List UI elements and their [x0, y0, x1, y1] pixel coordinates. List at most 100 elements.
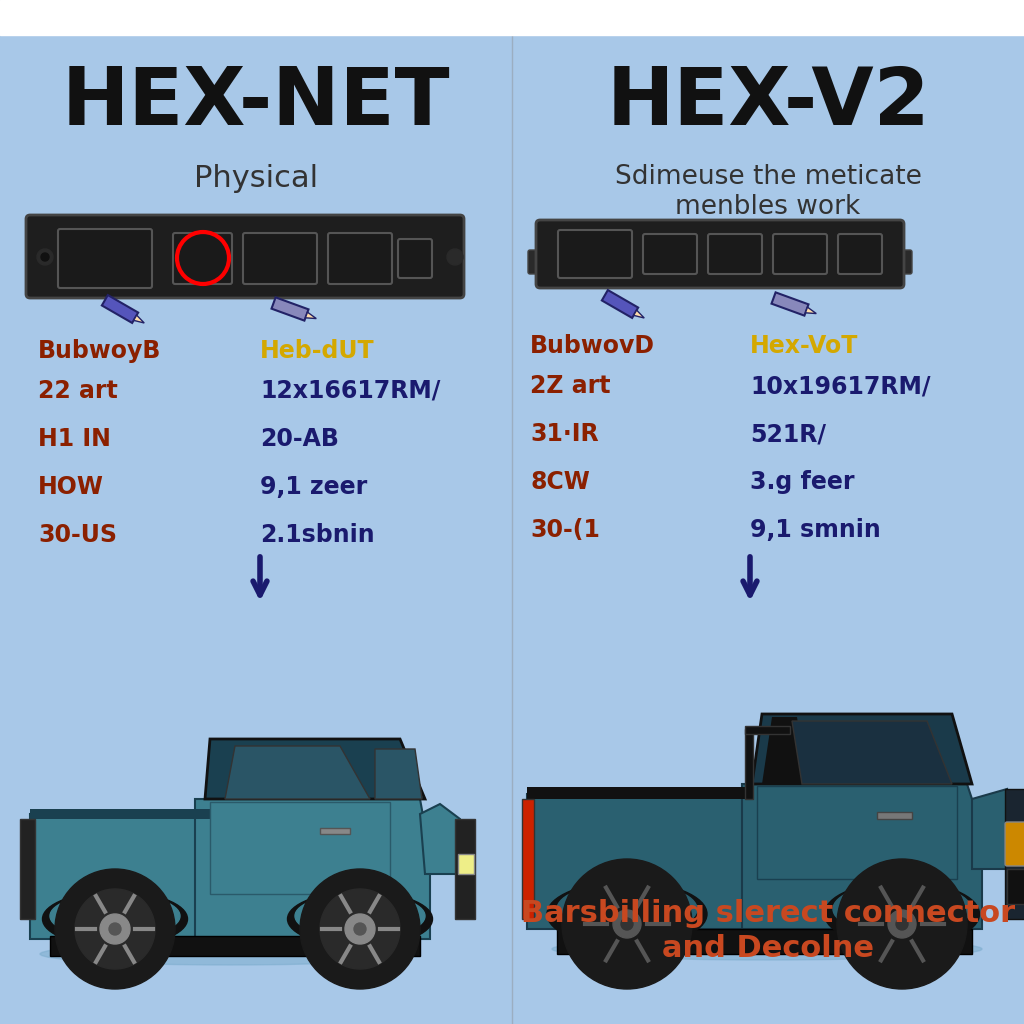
- Bar: [745, 726, 790, 734]
- Text: HEX-NET: HEX-NET: [61, 63, 451, 142]
- Polygon shape: [752, 714, 972, 784]
- Text: HOW: HOW: [38, 475, 103, 499]
- Ellipse shape: [43, 892, 187, 946]
- Polygon shape: [210, 802, 390, 894]
- Circle shape: [109, 923, 121, 935]
- Circle shape: [100, 914, 130, 944]
- Circle shape: [888, 910, 916, 938]
- Text: 30-US: 30-US: [38, 523, 117, 547]
- Text: menbles work: menbles work: [676, 194, 860, 220]
- Ellipse shape: [40, 943, 420, 965]
- Polygon shape: [375, 749, 422, 799]
- Ellipse shape: [288, 892, 432, 946]
- Text: 9,1 zeer: 9,1 zeer: [260, 475, 368, 499]
- Circle shape: [75, 889, 155, 969]
- Ellipse shape: [50, 894, 180, 939]
- Polygon shape: [742, 784, 982, 929]
- Text: 8CW: 8CW: [530, 470, 590, 494]
- Circle shape: [837, 859, 967, 989]
- Polygon shape: [305, 312, 316, 318]
- FancyBboxPatch shape: [773, 234, 827, 274]
- Circle shape: [621, 918, 633, 930]
- Polygon shape: [972, 790, 1007, 869]
- Bar: [557, 929, 972, 954]
- Polygon shape: [101, 295, 138, 323]
- FancyBboxPatch shape: [838, 234, 882, 274]
- Text: 31·IR: 31·IR: [530, 422, 599, 446]
- Text: BubwoyB: BubwoyB: [38, 339, 162, 362]
- Text: and Decolne: and Decolne: [662, 934, 874, 963]
- Bar: [30, 809, 215, 819]
- Polygon shape: [792, 721, 952, 784]
- Bar: [319, 828, 350, 834]
- Text: HEX-V2: HEX-V2: [606, 63, 930, 142]
- FancyBboxPatch shape: [243, 233, 317, 284]
- Text: Heb-dUT: Heb-dUT: [260, 339, 375, 362]
- FancyBboxPatch shape: [173, 233, 232, 284]
- Circle shape: [613, 910, 641, 938]
- Polygon shape: [762, 717, 807, 784]
- FancyBboxPatch shape: [26, 215, 464, 298]
- Text: 30-(1: 30-(1: [530, 518, 600, 542]
- Text: 10x19617RM/: 10x19617RM/: [750, 374, 931, 398]
- Text: 22 art: 22 art: [38, 379, 118, 403]
- Bar: [1005, 790, 1024, 919]
- Ellipse shape: [824, 882, 980, 946]
- FancyBboxPatch shape: [643, 234, 697, 274]
- Circle shape: [562, 859, 692, 989]
- Text: 9,1 smnin: 9,1 smnin: [750, 518, 881, 542]
- Circle shape: [354, 923, 366, 935]
- Bar: [745, 729, 753, 799]
- FancyBboxPatch shape: [1005, 822, 1024, 866]
- Circle shape: [41, 253, 49, 261]
- FancyBboxPatch shape: [328, 233, 392, 284]
- Bar: [20, 819, 35, 919]
- Ellipse shape: [833, 883, 971, 935]
- FancyBboxPatch shape: [528, 250, 544, 274]
- Circle shape: [582, 879, 672, 969]
- Polygon shape: [634, 310, 644, 318]
- FancyBboxPatch shape: [558, 230, 632, 278]
- Bar: [50, 936, 420, 956]
- Ellipse shape: [552, 938, 982, 961]
- Polygon shape: [225, 746, 370, 799]
- Polygon shape: [602, 290, 638, 317]
- Polygon shape: [195, 799, 430, 939]
- Polygon shape: [30, 814, 210, 939]
- FancyBboxPatch shape: [58, 229, 152, 288]
- FancyBboxPatch shape: [398, 239, 432, 278]
- FancyBboxPatch shape: [536, 220, 904, 288]
- Bar: [877, 812, 912, 819]
- Text: Physical: Physical: [194, 164, 318, 193]
- Text: Hex-VoT: Hex-VoT: [750, 334, 858, 358]
- Circle shape: [896, 918, 908, 930]
- Text: 20-AB: 20-AB: [260, 427, 339, 451]
- Bar: [527, 787, 752, 799]
- Circle shape: [447, 249, 463, 265]
- Bar: [458, 854, 474, 874]
- Circle shape: [319, 889, 400, 969]
- Circle shape: [345, 914, 375, 944]
- Ellipse shape: [547, 882, 707, 946]
- Polygon shape: [527, 794, 757, 929]
- Text: 3.g feer: 3.g feer: [750, 470, 854, 494]
- Polygon shape: [771, 293, 809, 315]
- Ellipse shape: [295, 894, 425, 939]
- Bar: [455, 819, 475, 919]
- Text: 521R/: 521R/: [750, 422, 826, 446]
- Polygon shape: [757, 786, 957, 879]
- Circle shape: [300, 869, 420, 989]
- Text: 2.1sbnin: 2.1sbnin: [260, 523, 375, 547]
- Bar: [522, 799, 534, 919]
- Text: 12x16617RM/: 12x16617RM/: [260, 379, 440, 403]
- Ellipse shape: [557, 883, 697, 935]
- Circle shape: [857, 879, 947, 969]
- Bar: [1007, 869, 1024, 904]
- Text: H1 IN: H1 IN: [38, 427, 111, 451]
- Text: BubwovD: BubwovD: [530, 334, 655, 358]
- Text: Barsbilling slerect connector: Barsbilling slerect connector: [521, 899, 1015, 928]
- FancyBboxPatch shape: [708, 234, 762, 274]
- Polygon shape: [134, 315, 144, 323]
- Text: 2Z art: 2Z art: [530, 374, 610, 398]
- Circle shape: [37, 249, 53, 265]
